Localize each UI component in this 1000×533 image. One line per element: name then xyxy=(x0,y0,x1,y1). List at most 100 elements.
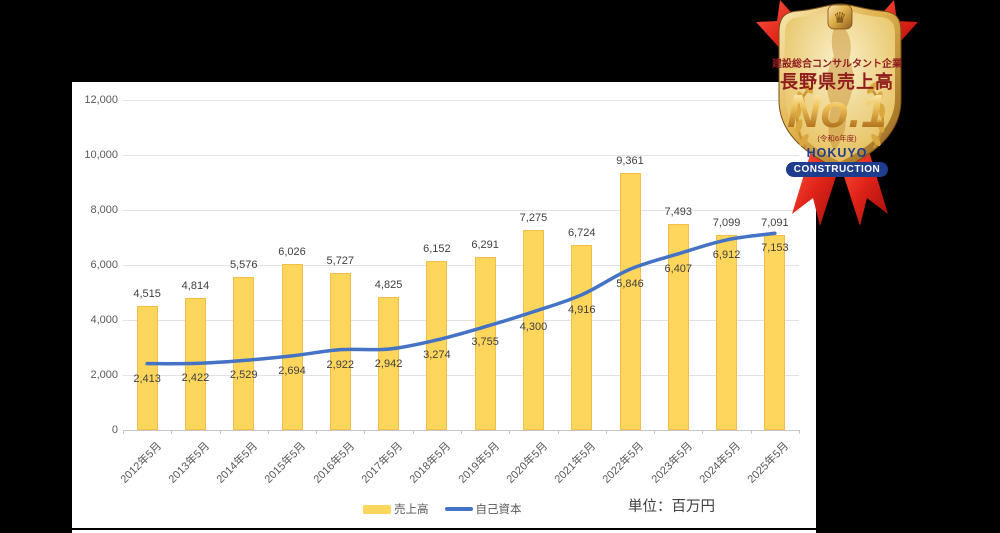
chart-panel: 0 2,000 4,000 6,000 8,000 10,000 12,000 4,515 4,… xyxy=(72,82,816,533)
legend-item-sales: 売上高 xyxy=(363,501,429,517)
nagano-map-silhouette xyxy=(826,24,854,150)
line-value-label: 2,422 xyxy=(181,372,210,385)
bar-value-label: 6,152 xyxy=(423,242,451,255)
x-axis-tick xyxy=(557,430,559,434)
bar-value-label: 6,724 xyxy=(567,227,596,240)
x-axis-tick xyxy=(171,430,173,434)
x-axis-label-text: 2012年5月 xyxy=(118,440,164,486)
bar xyxy=(136,305,158,430)
line-value-label: 5,846 xyxy=(616,278,644,291)
bar xyxy=(281,264,303,430)
line-value-label: 3,274 xyxy=(423,348,451,361)
x-axis-tick xyxy=(702,430,704,434)
x-axis-label-text: 2025年5月 xyxy=(745,440,792,486)
line-value-label: 2,694 xyxy=(278,364,306,377)
gridline xyxy=(123,155,799,156)
badge-category-text: 建設総合コンサルタント企業 xyxy=(772,59,902,70)
legend-label-sales: 売上高 xyxy=(394,504,429,516)
x-axis-tick xyxy=(364,430,366,434)
x-axis-label-text: 2014年5月 xyxy=(214,440,261,486)
unit-label: 単位：百万円 xyxy=(628,499,715,515)
y-axis-label: 10,000 xyxy=(84,149,118,161)
award-badge: ♛ 建設総合コンサルタント企業 長野県売上高 No.1 (令和6年度) HOKU… xyxy=(756,0,918,236)
x-axis-tick xyxy=(750,430,752,434)
x-axis-label-text: 2020年5月 xyxy=(504,440,551,486)
bar-value-label: 7,091 xyxy=(761,216,789,229)
bar xyxy=(716,234,738,430)
x-axis-tick xyxy=(267,430,269,434)
gridline xyxy=(123,210,799,211)
x-axis-label-text: 2022年5月 xyxy=(600,440,647,486)
bar-value-label: 7,493 xyxy=(664,205,693,218)
x-axis-label-text: 2024年5月 xyxy=(697,440,744,486)
line-value-label: 7,153 xyxy=(761,242,789,255)
gridline xyxy=(123,100,799,101)
badge-company-subtitle: CONSTRUCTION xyxy=(785,162,889,177)
x-axis-tick xyxy=(461,430,462,434)
gridline xyxy=(123,320,799,321)
gridline xyxy=(123,265,799,266)
line-value-label: 2,942 xyxy=(374,358,403,371)
line-value-label: 6,407 xyxy=(664,262,693,275)
bar xyxy=(764,234,786,430)
x-axis-tick xyxy=(605,430,607,434)
equity-line-swatch xyxy=(444,507,473,511)
badge-rank-text: No.1 xyxy=(756,88,918,134)
y-axis-label: 8,000 xyxy=(90,204,118,216)
y-axis-label: 4,000 xyxy=(90,314,118,326)
x-axis-tick xyxy=(412,430,414,434)
bar xyxy=(329,272,351,430)
sales-bar-swatch xyxy=(363,504,391,514)
legend-item-equity: 自己資本 xyxy=(444,501,522,517)
badge-company-name: HOKUYO xyxy=(806,146,868,160)
svg-text:♛: ♛ xyxy=(833,9,846,27)
x-axis-tick xyxy=(799,430,800,434)
badge-rank-note: (令和6年度) xyxy=(817,134,857,143)
y-axis-label: 6,000 xyxy=(90,259,118,271)
x-axis-tick xyxy=(509,430,511,434)
bar xyxy=(619,172,641,430)
bar xyxy=(184,297,206,430)
bar-value-label: 6,026 xyxy=(278,246,306,259)
laurel-right-icon xyxy=(866,82,885,149)
y-axis-label: 2,000 xyxy=(90,369,118,381)
bar-value-label: 4,825 xyxy=(374,279,403,292)
line-value-label: 2,529 xyxy=(229,369,258,382)
x-axis-label-text: 2021年5月 xyxy=(552,440,599,486)
bar-value-label: 6,291 xyxy=(471,238,499,251)
legend-label-equity: 自己資本 xyxy=(475,504,522,516)
bar-value-label: 9,361 xyxy=(616,154,644,167)
line-value-label: 2,413 xyxy=(133,372,161,385)
bar xyxy=(426,260,448,430)
x-axis-tick xyxy=(219,430,221,434)
bar xyxy=(667,223,689,430)
bar-value-label: 7,099 xyxy=(712,216,741,229)
bottom-divider xyxy=(72,528,816,530)
bar-value-label: 5,576 xyxy=(229,258,258,271)
x-axis-label-text: 2017年5月 xyxy=(359,440,406,486)
x-axis-tick xyxy=(654,430,656,434)
bar-value-label: 7,275 xyxy=(519,211,548,224)
line-value-label: 3,755 xyxy=(471,335,499,348)
line-value-label: 6,912 xyxy=(712,248,741,261)
line-value-label: 4,916 xyxy=(567,303,596,316)
y-axis-label: 0 xyxy=(111,424,118,436)
x-axis-label-text: 2019年5月 xyxy=(456,440,502,486)
x-axis-label-text: 2023年5月 xyxy=(649,440,695,486)
badge-title-text: 長野県売上高 xyxy=(780,72,894,92)
line-value-label: 2,922 xyxy=(326,358,355,371)
laurel-left-icon xyxy=(795,82,814,149)
badge-graphic: ♛ xyxy=(756,0,918,226)
bar xyxy=(233,276,255,430)
x-axis-label-text: 2013年5月 xyxy=(166,440,213,486)
line-value-label: 4,300 xyxy=(519,320,548,333)
bar-value-label: 5,727 xyxy=(326,254,355,267)
crown-icon: ♛ xyxy=(827,4,853,30)
x-axis-tick xyxy=(316,430,318,434)
x-axis-tick xyxy=(123,430,124,434)
chart-legend: 売上高 自己資本 xyxy=(363,501,522,517)
x-axis-label-text: 2015年5月 xyxy=(262,440,309,486)
y-axis-label: 12,000 xyxy=(84,94,118,106)
gridline xyxy=(123,375,799,376)
bar-value-label: 4,515 xyxy=(133,287,161,300)
